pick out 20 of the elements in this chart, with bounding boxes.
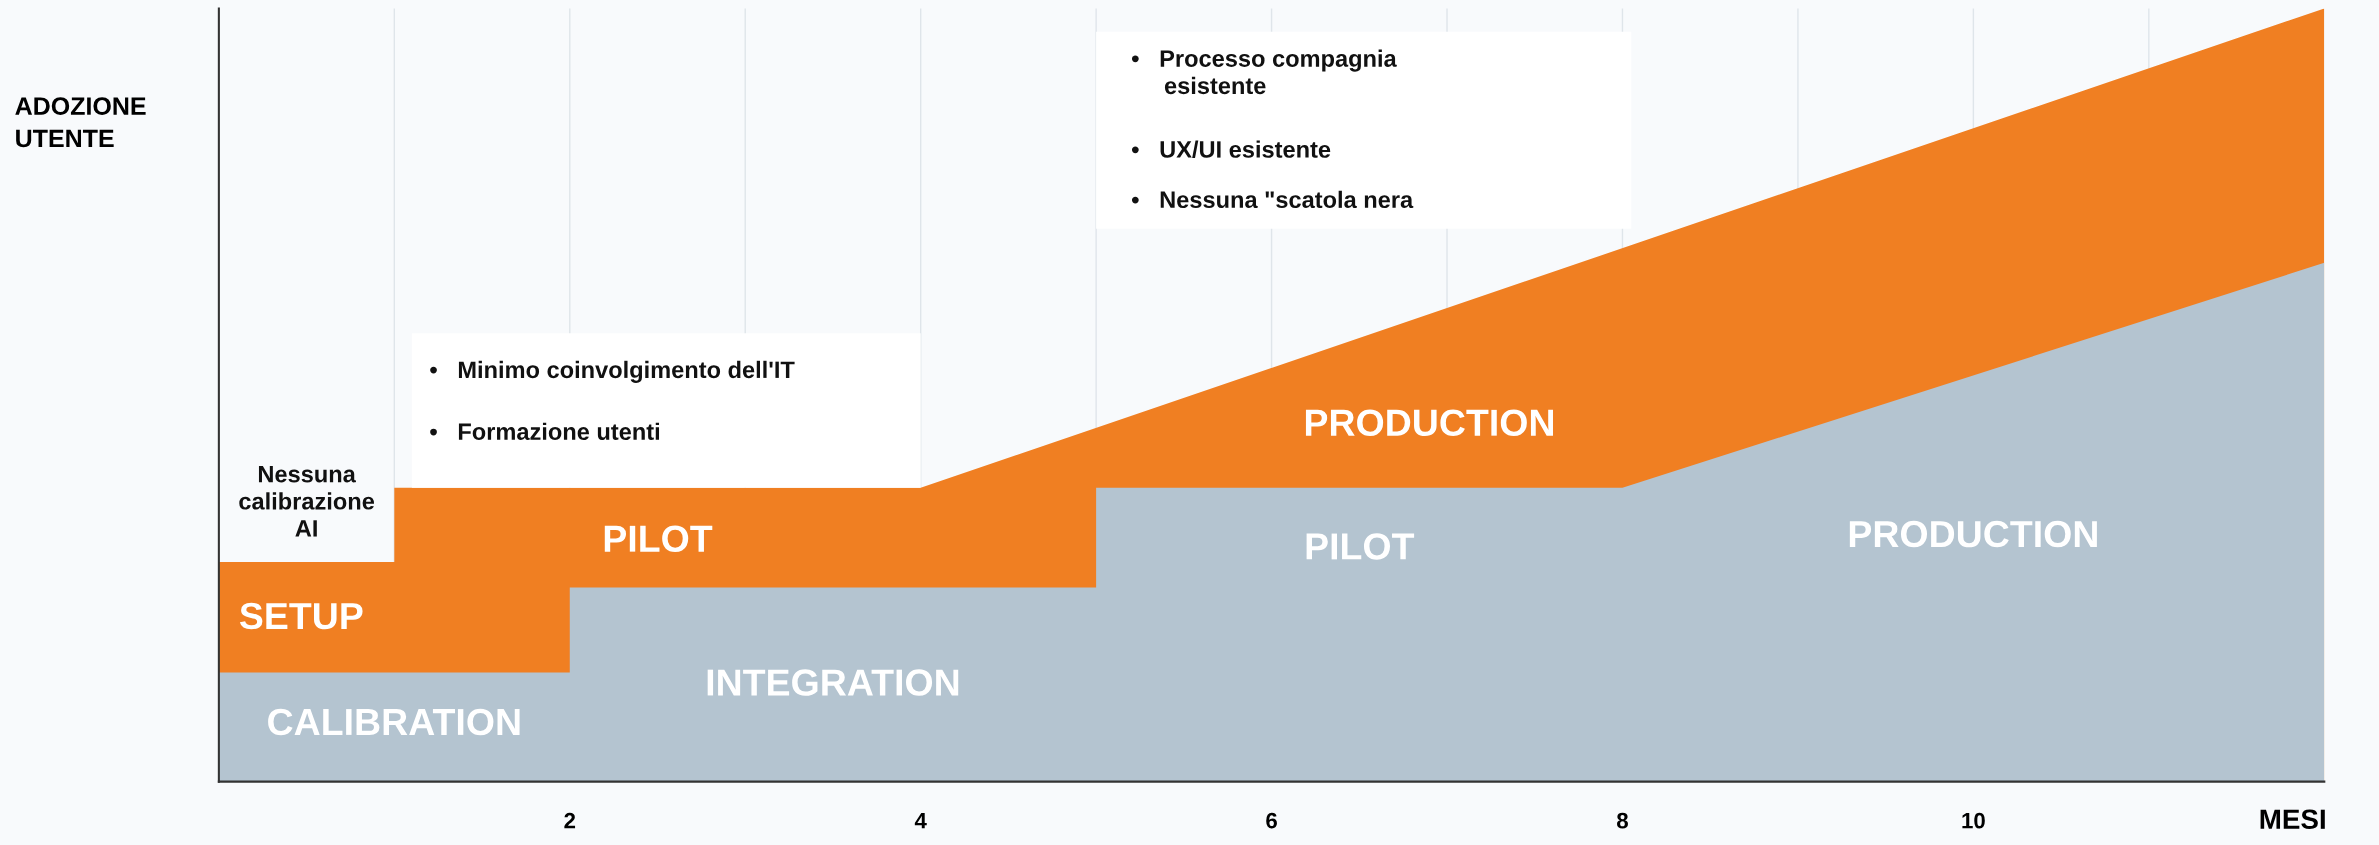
x-tick-label: 6 [1266,812,1277,829]
annotation: CALIBRATION [268,708,520,736]
x-tick-label: 2 [564,812,576,829]
x-tick-label: 8 [1617,812,1628,829]
annotation: Nessuna calibrazione AI [239,466,375,537]
annotation: • Minimo coinvolgimento dell'IT [430,360,795,383]
annotation: INTEGRATION [707,669,959,696]
y-axis-title: ADOZIONE UTENTE [15,97,146,148]
x-tick-label: 10 [1962,812,1985,829]
annotation: • Formazione utenti [430,422,660,441]
annotation: PRODUCTION [1305,409,1553,437]
annotation: PRODUCTION [1849,520,2097,548]
annotation: • UX/UI esistente [1131,140,1331,159]
annotation: SETUP [239,602,363,630]
x-axis-title: MESI [2260,809,2325,830]
annotation: • Processo compagnia esistente [1131,49,1397,95]
annotation: • Nessuna "scatola nera [1131,190,1414,209]
annotation: PILOT [1306,533,1415,560]
annotation: PILOT [604,525,713,553]
x-tick-label: 4 [914,813,927,829]
